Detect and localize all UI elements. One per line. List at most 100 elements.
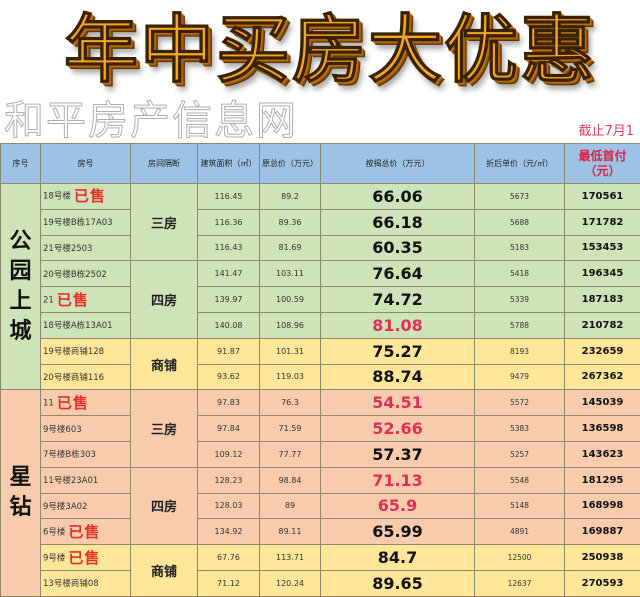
area: 97.83 [198,390,260,416]
original-price: 120.24 [260,570,321,596]
cutoff-date: 截止7月1 [578,124,634,140]
room-text: 19号楼商铺128 [43,347,104,357]
area: 128.03 [198,493,260,519]
area: 91.87 [198,338,260,364]
unit-price: 5148 [475,493,565,519]
room-number: 19号楼商铺128 [41,338,131,364]
mortgage-price: 66.06 [321,184,475,210]
down-payment: 136598 [565,416,640,442]
room-text: 20号楼商铺116 [43,373,104,383]
down-payment: 181295 [565,467,640,493]
room-number: 13号楼商铺08 [41,570,131,596]
room-layout: 四房 [131,261,198,338]
room-layout: 四房 [131,467,198,544]
section-name: 星钻 [1,390,41,596]
original-price: 100.59 [260,287,321,313]
unit-price: 8193 [475,338,565,364]
room-text: 19号楼B栋17A03 [43,218,113,228]
original-price: 81.69 [260,235,321,261]
area: 134.92 [198,519,260,545]
room-number: 9号楼603 [41,416,131,442]
down-payment: 153453 [565,235,640,261]
original-price: 77.77 [260,441,321,467]
room-layout: 三房 [131,184,198,261]
sold-stamp: 已售 [57,291,89,309]
area: 128.23 [198,467,260,493]
area: 141.47 [198,261,260,287]
header-unit-price: 折后单价（元/㎡） [475,144,565,184]
unit-price: 5339 [475,287,565,313]
room-text: 11号楼23A01 [43,476,98,486]
area: 116.36 [198,209,260,235]
sold-stamp: 已售 [57,394,89,412]
room-number: 9号楼已售 [41,545,131,571]
original-price: 71.59 [260,416,321,442]
unit-price: 5688 [475,209,565,235]
area: 67.76 [198,545,260,571]
area: 116.45 [198,184,260,210]
room-number: 11号楼23A01 [41,467,131,493]
room-number: 19号楼B栋17A03 [41,209,131,235]
unit-price: 12637 [475,570,565,596]
unit-price: 12500 [475,545,565,571]
header-index: 序号 [1,144,41,184]
mortgage-price: 66.18 [321,209,475,235]
area: 139.97 [198,287,260,313]
sold-stamp: 已售 [68,549,100,567]
room-number: 6号楼已售 [41,519,131,545]
unit-price: 5383 [475,416,565,442]
down-payment: 170561 [565,184,640,210]
unit-price: 5257 [475,441,565,467]
header-area: 建筑面积（㎡） [198,144,260,184]
original-price: 98.84 [260,467,321,493]
room-layout: 三房 [131,390,198,467]
original-price: 89 [260,493,321,519]
room-layout: 商铺 [131,545,198,597]
room-text: 6号楼 [43,527,65,537]
mortgage-price: 54.51 [321,390,475,416]
down-payment: 168998 [565,493,640,519]
header-original-price: 原总价（万元） [260,144,321,184]
room-text: 7号楼B栋303 [43,450,96,460]
mortgage-price: 71.13 [321,467,475,493]
header-room: 房号 [41,144,131,184]
price-table: 序号 房号 房间隔断 建筑面积（㎡） 原总价（万元） 按揭总价（万元） 折后单价… [0,143,640,597]
down-payment: 210782 [565,312,640,338]
sold-stamp: 已售 [68,523,100,541]
area: 97.84 [198,416,260,442]
room-text: 18号楼A栋13A01 [43,321,113,331]
mortgage-price: 84.7 [321,545,475,571]
header-down-payment: 最低首付（元） [565,144,640,184]
mortgage-price: 65.9 [321,493,475,519]
unit-price: 5788 [475,312,565,338]
mortgage-price: 60.35 [321,235,475,261]
sold-stamp: 已售 [74,187,106,205]
mortgage-price: 75.27 [321,338,475,364]
down-payment: 196345 [565,261,640,287]
room-text: 9号楼3A02 [43,502,87,512]
header-layout: 房间隔断 [131,144,198,184]
mortgage-price: 57.37 [321,441,475,467]
mortgage-price: 76.64 [321,261,475,287]
down-payment: 145039 [565,390,640,416]
mortgage-price: 52.66 [321,416,475,442]
room-number: 18号楼已售 [41,184,131,210]
room-text: 9号楼 [43,553,65,563]
area: 109.12 [198,441,260,467]
original-price: 101.31 [260,338,321,364]
area: 93.62 [198,364,260,390]
original-price: 108.96 [260,312,321,338]
room-layout: 商铺 [131,338,198,390]
area: 71.12 [198,570,260,596]
mortgage-price: 65.99 [321,519,475,545]
unit-price: 5418 [475,261,565,287]
